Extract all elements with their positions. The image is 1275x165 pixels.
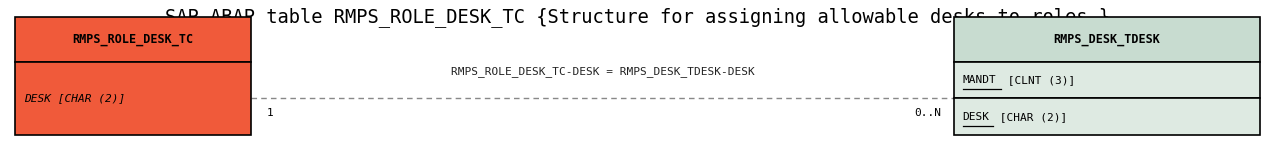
Text: DESK [CHAR (2)]: DESK [CHAR (2)] bbox=[24, 93, 125, 103]
Text: RMPS_ROLE_DESK_TC: RMPS_ROLE_DESK_TC bbox=[73, 33, 194, 46]
Bar bbox=[954, 62, 1260, 99]
Bar bbox=[15, 16, 251, 62]
Text: [CHAR (2)]: [CHAR (2)] bbox=[993, 112, 1067, 122]
Text: RMPS_DESK_TDESK: RMPS_DESK_TDESK bbox=[1053, 33, 1160, 46]
Text: 1: 1 bbox=[266, 108, 273, 118]
Bar bbox=[954, 16, 1260, 62]
Text: 0..N: 0..N bbox=[914, 108, 941, 118]
Text: SAP ABAP table RMPS_ROLE_DESK_TC {Structure for assigning allowable desks to rol: SAP ABAP table RMPS_ROLE_DESK_TC {Struct… bbox=[164, 7, 1111, 27]
Bar bbox=[954, 99, 1260, 135]
Text: RMPS_ROLE_DESK_TC-DESK = RMPS_DESK_TDESK-DESK: RMPS_ROLE_DESK_TC-DESK = RMPS_DESK_TDESK… bbox=[450, 66, 755, 77]
Text: [CLNT (3)]: [CLNT (3)] bbox=[1001, 75, 1075, 85]
Text: MANDT: MANDT bbox=[963, 75, 996, 85]
Text: DESK: DESK bbox=[963, 112, 989, 122]
Bar bbox=[15, 62, 251, 135]
